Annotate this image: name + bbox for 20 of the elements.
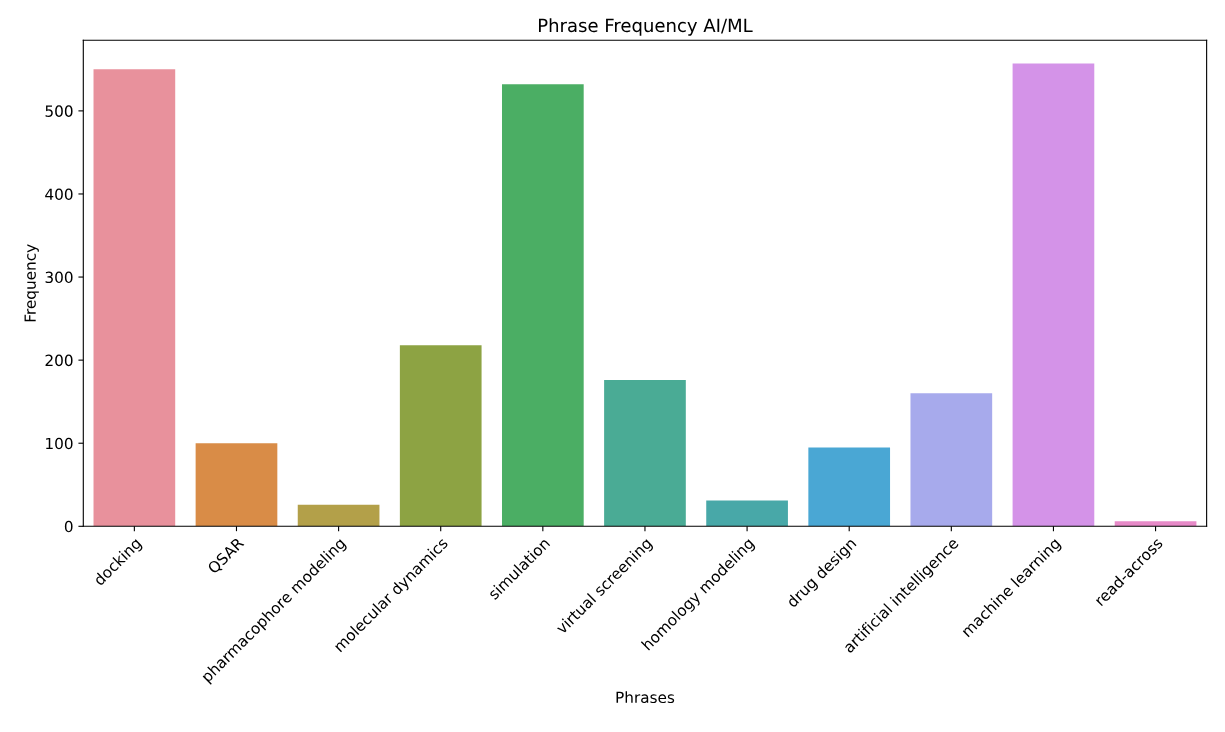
bar xyxy=(93,69,176,527)
x-axis-title: Phrases xyxy=(616,691,675,704)
bar xyxy=(808,447,891,527)
bar xyxy=(910,393,993,527)
bar xyxy=(1114,521,1197,527)
y-tick-label: 500 xyxy=(45,105,73,117)
bar xyxy=(297,504,380,527)
bar xyxy=(195,443,278,527)
y-tick-label: 100 xyxy=(46,437,73,450)
bar xyxy=(1012,63,1095,527)
bar xyxy=(501,84,584,527)
y-tick-label: 300 xyxy=(45,271,73,284)
bar xyxy=(399,345,482,527)
y-tick-label: 0 xyxy=(64,520,73,533)
y-tick-label: 200 xyxy=(45,354,73,367)
bar xyxy=(706,500,788,527)
bar xyxy=(604,380,686,527)
y-axis-title: Frequency xyxy=(24,244,39,322)
chart-title: Phrase Frequency AI/ML xyxy=(538,18,753,36)
y-tick-label: 400 xyxy=(45,188,73,200)
